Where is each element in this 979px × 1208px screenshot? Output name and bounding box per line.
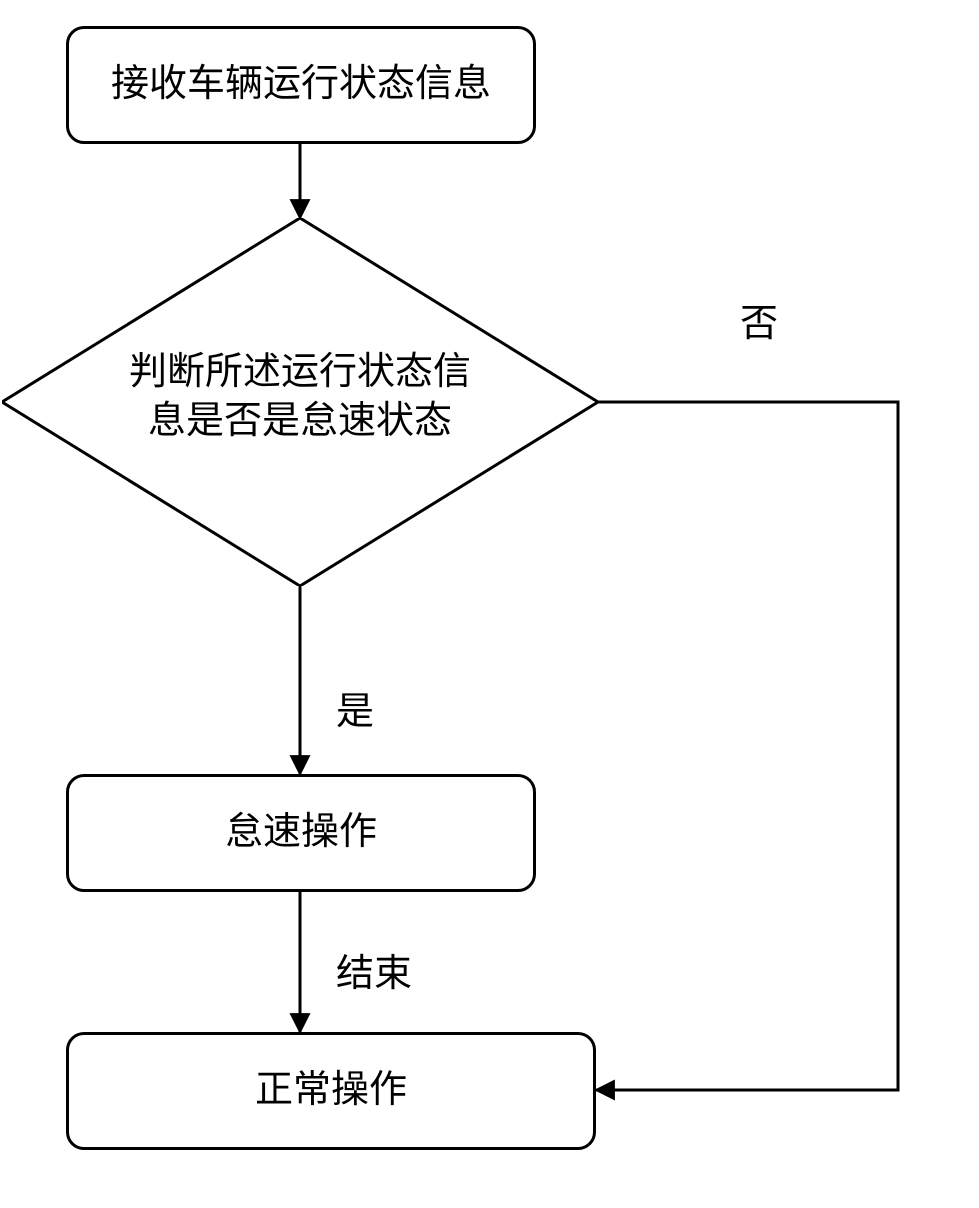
- flowchart-canvas: { "flowchart": { "type": "flowchart", "b…: [0, 0, 979, 1208]
- node-label: 正常操作: [255, 1066, 407, 1115]
- edge-label-no: 否: [740, 292, 778, 347]
- node-label: 怠速操作: [225, 808, 377, 857]
- node-label: 判断所述运行状态信 息是否是怠速状态: [60, 348, 540, 447]
- node-label: 接收车辆运行状态信息: [111, 60, 491, 109]
- edges-layer: [0, 0, 979, 1208]
- edge-label-yes: 是: [336, 680, 374, 735]
- node-idle-op: 怠速操作: [66, 774, 536, 892]
- edge-label-end: 结束: [336, 942, 412, 997]
- node-normal-op: 正常操作: [66, 1032, 596, 1150]
- node-receive-info: 接收车辆运行状态信息: [66, 26, 536, 144]
